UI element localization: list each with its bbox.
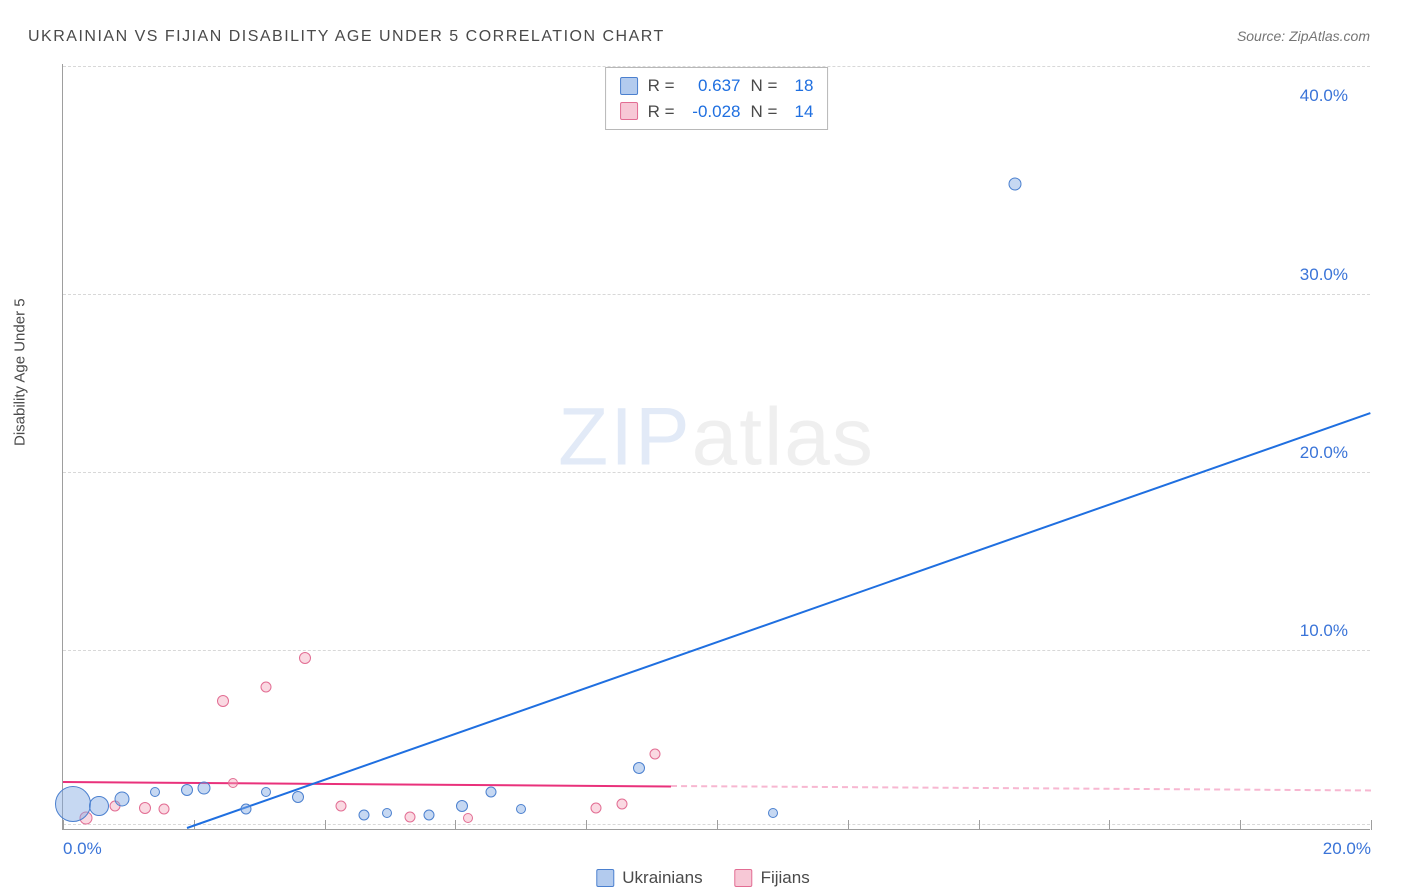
- data-point: [55, 786, 91, 822]
- data-point: [456, 800, 468, 812]
- data-point: [404, 811, 415, 822]
- data-point: [1008, 178, 1021, 191]
- r-label: R =: [648, 99, 675, 125]
- stats-box: R = 0.637 N = 18 R = -0.028 N = 14: [605, 67, 829, 130]
- watermark-suffix: atlas: [692, 391, 875, 482]
- x-tick: [1371, 820, 1372, 830]
- x-tick-label: 20.0%: [1323, 839, 1371, 859]
- legend-label: Fijians: [761, 868, 810, 888]
- x-tick: [717, 820, 718, 830]
- data-point: [486, 786, 497, 797]
- r-value: 0.637: [685, 73, 741, 99]
- data-point: [159, 804, 170, 815]
- data-point: [768, 808, 778, 818]
- swatch-icon: [620, 102, 638, 120]
- data-point: [181, 784, 193, 796]
- x-tick-label: 0.0%: [63, 839, 102, 859]
- n-value: 14: [787, 99, 813, 125]
- data-point: [139, 802, 151, 814]
- legend-item-1: Ukrainians: [596, 868, 702, 888]
- x-tick: [979, 820, 980, 830]
- stats-row-2: R = -0.028 N = 14: [620, 99, 814, 125]
- x-tick: [63, 820, 64, 830]
- source-label: Source: ZipAtlas.com: [1237, 28, 1370, 44]
- trend-line: [187, 412, 1371, 829]
- gridline: [63, 294, 1370, 295]
- data-point: [261, 787, 271, 797]
- y-tick-label: 30.0%: [1300, 265, 1348, 285]
- data-point: [649, 749, 660, 760]
- y-tick-label: 20.0%: [1300, 443, 1348, 463]
- swatch-icon: [596, 869, 614, 887]
- x-tick: [325, 820, 326, 830]
- data-point: [292, 791, 304, 803]
- data-point: [633, 762, 645, 774]
- data-point: [114, 791, 129, 806]
- watermark-prefix: ZIP: [558, 391, 692, 482]
- data-point: [591, 802, 602, 813]
- scatter-plot: ZIPatlas R = 0.637 N = 18 R = -0.028 N =…: [62, 64, 1370, 830]
- swatch-icon: [620, 77, 638, 95]
- x-tick: [455, 820, 456, 830]
- n-value: 18: [787, 73, 813, 99]
- n-label: N =: [751, 99, 778, 125]
- watermark: ZIPatlas: [558, 390, 875, 484]
- data-point: [89, 796, 109, 816]
- data-point: [617, 799, 628, 810]
- x-tick: [1109, 820, 1110, 830]
- chart-title: UKRAINIAN VS FIJIAN DISABILITY AGE UNDER…: [28, 28, 665, 46]
- legend-item-2: Fijians: [735, 868, 810, 888]
- legend: Ukrainians Fijians: [596, 868, 809, 888]
- data-point: [424, 809, 435, 820]
- data-point: [299, 652, 311, 664]
- data-point: [516, 804, 526, 814]
- y-tick-label: 40.0%: [1300, 86, 1348, 106]
- r-label: R =: [648, 73, 675, 99]
- gridline: [63, 472, 1370, 473]
- data-point: [335, 800, 346, 811]
- x-tick: [586, 820, 587, 830]
- swatch-icon: [735, 869, 753, 887]
- stats-row-1: R = 0.637 N = 18: [620, 73, 814, 99]
- y-axis-label: Disability Age Under 5: [12, 298, 29, 446]
- r-value: -0.028: [685, 99, 741, 125]
- gridline: [63, 650, 1370, 651]
- x-tick: [848, 820, 849, 830]
- gridline: [63, 66, 1370, 67]
- x-tick: [1240, 820, 1241, 830]
- data-point: [217, 695, 229, 707]
- data-point: [260, 681, 271, 692]
- data-point: [228, 778, 238, 788]
- n-label: N =: [751, 73, 778, 99]
- data-point: [150, 787, 160, 797]
- data-point: [382, 808, 392, 818]
- trend-line: [671, 785, 1371, 791]
- data-point: [463, 813, 473, 823]
- data-point: [197, 782, 210, 795]
- y-tick-label: 10.0%: [1300, 621, 1348, 641]
- data-point: [241, 804, 252, 815]
- legend-label: Ukrainians: [622, 868, 702, 888]
- data-point: [358, 809, 369, 820]
